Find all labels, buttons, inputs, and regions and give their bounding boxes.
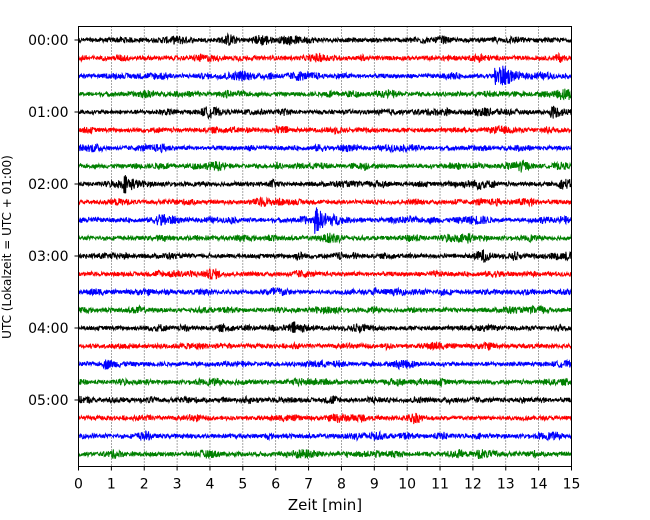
y-tick-label: 01:00 xyxy=(28,105,68,121)
x-tick-label: 4 xyxy=(206,477,215,493)
x-tick-label: 5 xyxy=(238,477,247,493)
trace-group xyxy=(78,32,572,460)
trace-row-3 xyxy=(78,88,572,101)
y-tick-label: 00:00 xyxy=(28,33,68,49)
trace-row-10 xyxy=(78,207,572,234)
x-tick-label: 1 xyxy=(107,477,116,493)
x-tick-label: 3 xyxy=(173,477,182,493)
y-tick-label: 05:00 xyxy=(28,393,68,409)
trace-row-17 xyxy=(78,340,572,352)
trace-row-15 xyxy=(78,304,572,315)
trace-row-8 xyxy=(78,175,572,194)
x-axis-ticks: 0 1 2 3 4 5 6 7 8 9 10 11 12 13 14 15 xyxy=(74,466,581,493)
x-tick-label: 6 xyxy=(271,477,280,493)
trace-row-6 xyxy=(78,142,572,154)
trace-row-1 xyxy=(78,51,572,63)
y-axis-ticks: 00:00 01:00 02:00 03:00 04:00 05:00 xyxy=(28,33,79,409)
trace-row-14 xyxy=(78,286,572,297)
x-tick-label: 9 xyxy=(370,477,379,493)
y-axis-label: UTC (Lokalzeit = UTC + 01:00) xyxy=(0,155,14,339)
trace-row-7 xyxy=(78,159,572,173)
trace-row-19 xyxy=(78,377,572,388)
x-tick-label: 2 xyxy=(140,477,149,493)
x-tick-label: 13 xyxy=(497,477,515,493)
trace-row-11 xyxy=(78,232,572,245)
x-tick-label: 11 xyxy=(431,477,449,493)
y-tick-label: 03:00 xyxy=(28,249,68,265)
trace-row-12 xyxy=(78,249,572,263)
trace-row-22 xyxy=(78,429,572,442)
trace-row-9 xyxy=(78,196,572,208)
y-tick-label: 04:00 xyxy=(28,321,68,337)
trace-row-21 xyxy=(78,412,572,425)
x-tick-label: 12 xyxy=(464,477,482,493)
grid-lines xyxy=(111,26,539,467)
trace-row-23 xyxy=(78,449,572,460)
x-tick-label: 10 xyxy=(398,477,416,493)
x-tick-label: 14 xyxy=(530,477,548,493)
trace-row-5 xyxy=(78,124,572,136)
x-tick-label: 8 xyxy=(337,477,346,493)
y-tick-label: 02:00 xyxy=(28,177,68,193)
x-axis-label: Zeit [min] xyxy=(288,496,362,514)
trace-row-0 xyxy=(78,32,572,46)
trace-row-18 xyxy=(78,358,572,371)
plot-frame xyxy=(78,26,572,467)
x-tick-label: 7 xyxy=(304,477,313,493)
trace-row-16 xyxy=(78,321,572,334)
trace-row-20 xyxy=(78,394,572,406)
trace-row-13 xyxy=(78,267,572,280)
trace-row-4 xyxy=(78,105,572,120)
x-tick-label: 15 xyxy=(563,477,581,493)
trace-row-2 xyxy=(78,65,572,86)
x-tick-label: 0 xyxy=(74,477,83,493)
